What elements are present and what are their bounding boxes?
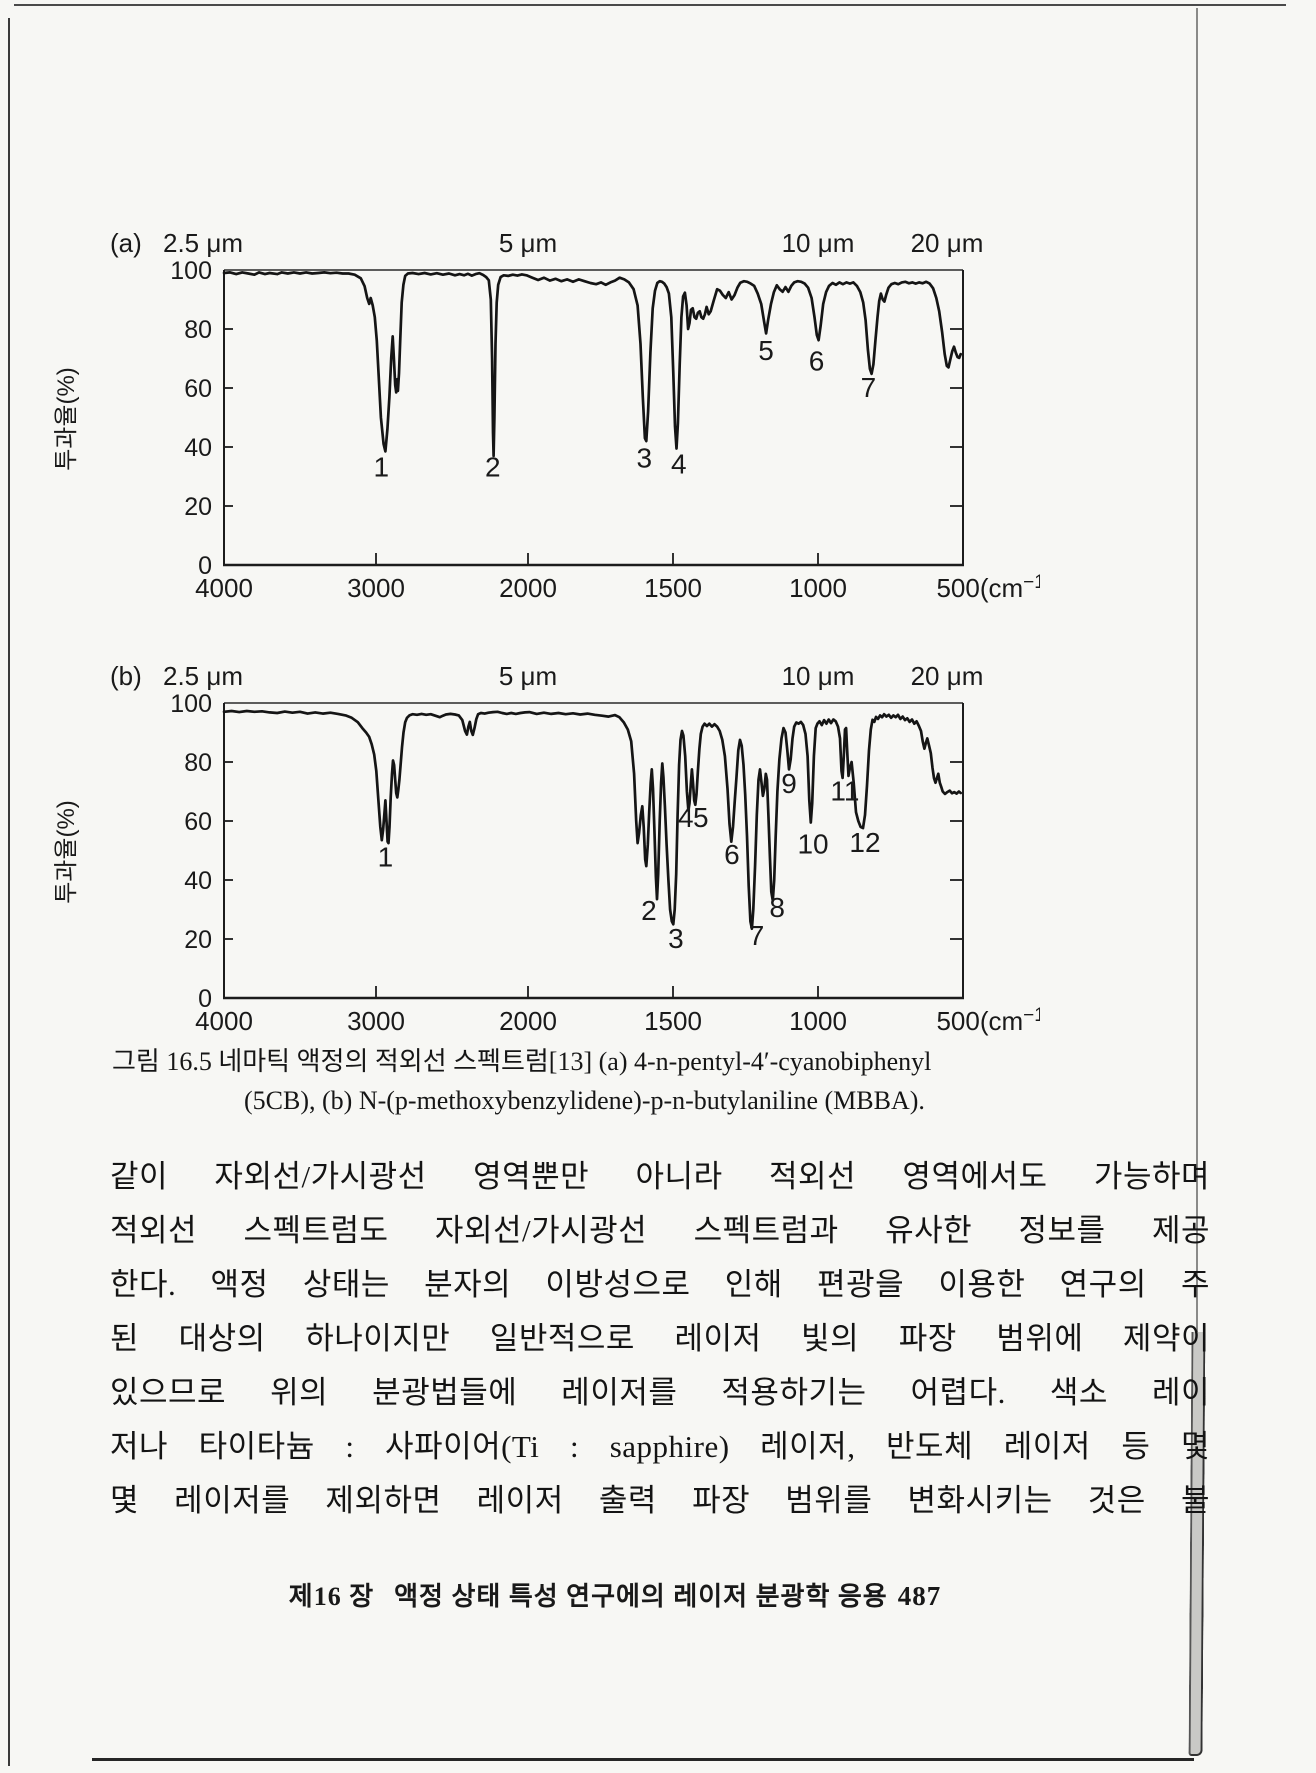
peak-label-5: 5 (758, 335, 774, 366)
figure-caption: 그림 16.5 네마틱 액정의 적외선 스펙트럼[13] (a) 4-n-pen… (112, 1042, 1222, 1120)
wavelength-label: 10 μm (782, 661, 855, 691)
body-text-line: 적외선 스펙트럼도 자외선/가시광선 스펙트럼과 유사한 정보를 제공 (110, 1213, 1210, 1248)
x-end-label: 500(cm−1) (936, 572, 1040, 603)
x-tick-label: 3000 (347, 1006, 405, 1036)
body-text-line: 저나 타이타늄 : 사파이어(Ti : sapphire) 레이저, 반도체 레… (110, 1429, 1210, 1464)
y-tick-label: 40 (184, 434, 212, 462)
body-text-line: 있으므로 위의 분광법들에 레이저를 적용하기는 어렵다. 색소 레이 (110, 1375, 1210, 1410)
peak-label-11: 11 (830, 775, 859, 806)
y-axis-title: 투과율(%) (53, 800, 80, 904)
peak-label-12: 12 (849, 827, 880, 858)
y-axis-title: 투과율(%) (53, 367, 80, 471)
peak-label-3: 3 (668, 923, 684, 954)
peak-label-1: 1 (374, 452, 390, 483)
subfigure-tag: (a) (110, 228, 142, 258)
x-tick-label: 2000 (499, 573, 557, 603)
wavelength-label: 2.5 μm (163, 228, 243, 258)
figure-caption-line1: 그림 16.5 네마틱 액정의 적외선 스펙트럼[13] (a) 4-n-pen… (112, 1047, 932, 1076)
body-text: 같이 자외선/가시광선 영역뿐만 아니라 적외선 영역에서도 가능하며 적외선 … (110, 1150, 1210, 1528)
wavelength-label: 20 μm (911, 661, 984, 691)
peak-label-6: 6 (809, 345, 825, 376)
x-end-label: 500(cm−1) (936, 1005, 1040, 1036)
wavelength-label: 20 μm (911, 228, 984, 258)
peak-label-5: 5 (693, 802, 709, 833)
x-tick-label: 4000 (195, 573, 253, 603)
body-text-line: 된 대상의 하나이지만 일반적으로 레이저 빛의 파장 범위에 제약이 (110, 1321, 1210, 1356)
body-text-line: 한다. 액정 상태는 분자의 이방성으로 인해 편광을 이용한 연구의 주 (110, 1267, 1210, 1302)
x-tick-label: 1500 (644, 1006, 702, 1036)
peak-label-1: 1 (378, 842, 394, 873)
spectrum-curve (222, 271, 963, 458)
peak-label-4: 4 (671, 449, 687, 480)
footer-title: 액정 상태 특성 연구에의 레이저 분광학 응용 (394, 1582, 888, 1611)
x-tick-label: 1500 (644, 573, 702, 603)
scan-border-bottom (92, 1758, 1194, 1761)
x-tick-label: 1000 (789, 1006, 847, 1036)
y-tick-label: 100 (170, 690, 212, 718)
peak-label-7: 7 (861, 372, 877, 403)
y-tick-label: 100 (170, 257, 212, 285)
wavelength-label: 10 μm (782, 228, 855, 258)
x-tick-label: 3000 (347, 573, 405, 603)
peak-label-2: 2 (485, 452, 501, 483)
peak-label-2: 2 (641, 895, 657, 926)
y-tick-label: 40 (184, 867, 212, 895)
y-tick-label: 60 (184, 808, 212, 836)
peak-label-6: 6 (724, 839, 740, 870)
y-tick-label: 80 (184, 316, 212, 344)
page-footer: 제16 장 액정 상태 특성 연구에의 레이저 분광학 응용 487 (0, 1576, 1230, 1613)
peak-label-9: 9 (781, 768, 797, 799)
y-tick-label: 20 (184, 926, 212, 954)
x-tick-label: 4000 (195, 1006, 253, 1036)
wavelength-label: 5 μm (499, 661, 557, 691)
y-tick-label: 60 (184, 375, 212, 403)
ir-spectrum-chart-a: 100 80 60 40 20 0 4000 3000 2000 1500 1000 500(cm−1… (40, 195, 1054, 610)
peak-label-8: 8 (769, 892, 785, 923)
x-tick-label: 1000 (789, 573, 847, 603)
y-tick-label: 20 (184, 493, 212, 521)
y-tick-label: 80 (184, 749, 212, 777)
peak-label-4: 4 (678, 802, 694, 833)
peak-label-3: 3 (637, 443, 653, 474)
spectrum-curve (222, 709, 963, 931)
footer-page-number: 487 (897, 1581, 942, 1611)
wavelength-label: 5 μm (499, 228, 557, 258)
scan-border-left (8, 18, 10, 1766)
body-text-line: 몇 레이저를 제외하면 레이저 출력 파장 범위를 변화시키는 것은 불 (110, 1483, 1210, 1518)
peak-label-10: 10 (797, 828, 828, 859)
wavelength-label: 2.5 μm (163, 661, 243, 691)
subfigure-tag: (b) (110, 661, 142, 691)
body-text-line: 같이 자외선/가시광선 영역뿐만 아니라 적외선 영역에서도 가능하며 (110, 1159, 1210, 1194)
scan-border-top (14, 4, 1286, 6)
page-edge-line (1196, 8, 1198, 1338)
footer-chapter: 제16 장 (288, 1582, 375, 1611)
y-tick-label: 0 (198, 985, 212, 1013)
x-tick-label: 2000 (499, 1006, 557, 1036)
peak-label-7: 7 (749, 920, 765, 951)
y-tick-label: 0 (198, 552, 212, 580)
ir-spectrum-chart-b: 100 80 60 40 20 0 4000 3000 2000 1500 1000 500(cm−1… (40, 628, 1054, 1043)
figure-caption-line2: (5CB), (b) N-(p-methoxybenzylidene)-p-n-… (244, 1086, 925, 1115)
